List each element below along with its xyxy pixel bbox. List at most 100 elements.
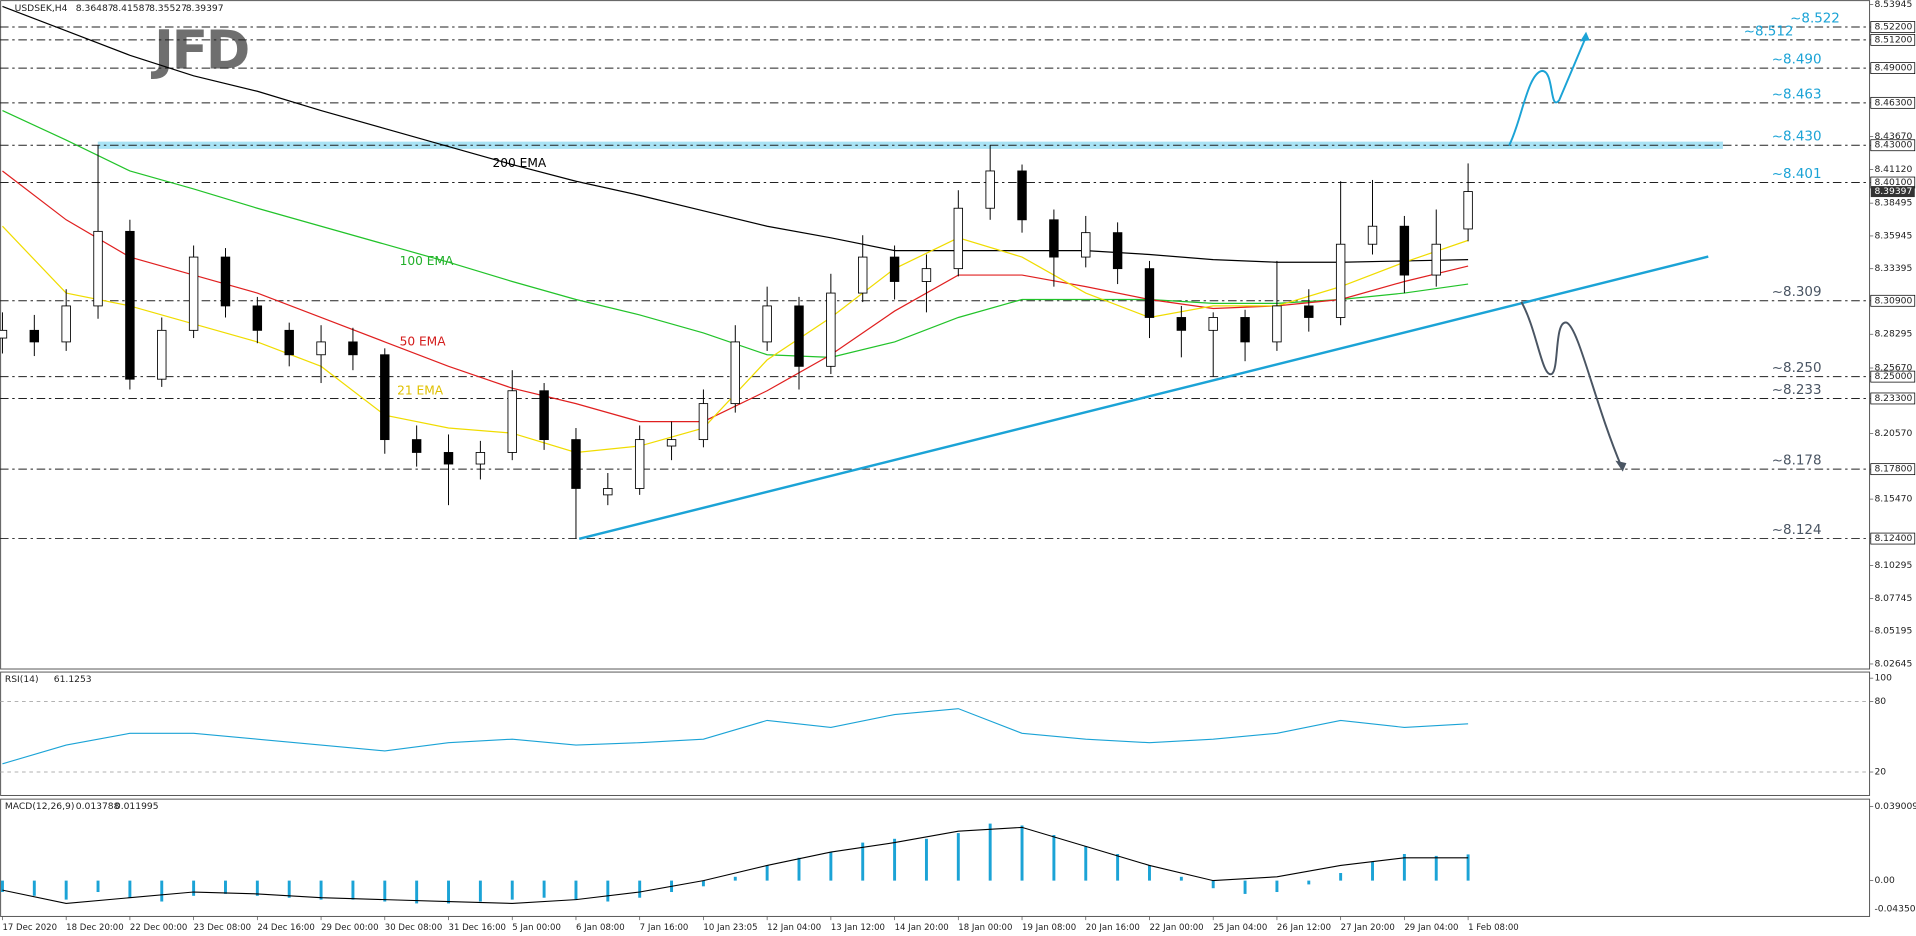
candle-body <box>603 488 613 496</box>
y-tick-label: 100 <box>1874 673 1892 684</box>
macd-bar <box>64 880 68 900</box>
macd-bar <box>192 880 196 896</box>
macd-bar <box>96 880 100 893</box>
y-tick-label: 8.33395 <box>1874 263 1912 274</box>
arrow-head <box>1579 31 1590 42</box>
x-tick-label: 31 Dec 16:00 <box>449 923 506 933</box>
y-tick-label: 0.039009 <box>1874 801 1916 812</box>
macd-value: 0.013788 <box>76 801 120 812</box>
candle-body <box>157 329 167 380</box>
x-tick-label: 5 Jan 00:00 <box>512 923 561 933</box>
candle-body <box>61 305 71 343</box>
macd-bar <box>638 880 642 898</box>
macd-bar <box>1243 880 1247 894</box>
candle-body <box>666 439 677 447</box>
signal-line <box>2 826 1469 904</box>
candle-body <box>125 230 135 380</box>
signal-value: 0.011995 <box>115 801 159 812</box>
candle-body <box>1081 232 1091 258</box>
candle-body <box>826 292 836 367</box>
candle-body <box>93 230 103 307</box>
y-tick-label: 20 <box>1874 767 1886 778</box>
x-tick-label: 29 Dec 00:00 <box>321 923 378 933</box>
candle-body <box>188 256 199 331</box>
y-tick-label: 8.02645 <box>1874 658 1912 669</box>
x-tick-label: 26 Jan 12:00 <box>1277 923 1331 933</box>
macd-bar <box>956 833 960 881</box>
macd-bar <box>924 838 928 881</box>
y-tick-label: 8.41120 <box>1874 164 1912 175</box>
y-tick-label: 8.51200 <box>1874 34 1912 45</box>
y-tick-label: 80 <box>1874 696 1886 707</box>
candle-body <box>443 452 454 465</box>
candle-body <box>698 403 709 441</box>
candle-body <box>794 305 804 367</box>
x-tick-label: 18 Jan 00:00 <box>958 923 1012 933</box>
y-tick-label: 8.49000 <box>1874 63 1912 74</box>
close: 8.39397 <box>186 3 224 14</box>
bearish-arrow <box>1520 301 1623 468</box>
y-tick-label: 8.43000 <box>1874 140 1912 151</box>
x-tick-label: 12 Jan 04:00 <box>767 923 821 933</box>
rsi-value: 61.1253 <box>54 674 92 685</box>
candle-body <box>1304 305 1314 318</box>
candle-body <box>0 329 8 339</box>
level-tick-box <box>1870 33 1916 46</box>
x-tick-label: 13 Jan 12:00 <box>831 923 885 933</box>
candle-body <box>1367 225 1378 245</box>
symbol: USDSEK,H4 <box>15 3 68 14</box>
level-label: ~8.124 <box>1772 523 1822 538</box>
x-tick-label: 7 Jan 16:00 <box>640 923 689 933</box>
x-tick-label: 19 Jan 08:00 <box>1022 923 1076 933</box>
candle-body <box>380 354 390 441</box>
level-label: ~8.430 <box>1772 130 1822 145</box>
candle-body <box>1240 317 1250 343</box>
candle-body <box>1399 225 1410 276</box>
x-tick-label: 6 Jan 08:00 <box>576 923 625 933</box>
candle-body <box>921 268 932 282</box>
candle-body <box>985 170 995 209</box>
candle-body <box>953 207 964 270</box>
macd-bar <box>574 880 578 900</box>
x-tick-label: 24 Dec 16:00 <box>257 923 314 933</box>
macd-bar <box>32 880 36 896</box>
candle-body <box>889 256 900 282</box>
macd-bar <box>733 876 737 881</box>
y-tick-label: 8.10295 <box>1874 560 1912 571</box>
rsi-line <box>2 708 1469 765</box>
x-tick-label: 17 Dec 2020 <box>2 923 57 933</box>
candle-body <box>762 305 772 343</box>
candle-body <box>730 341 740 405</box>
candle-body <box>29 329 40 343</box>
macd-bar <box>1116 854 1120 881</box>
macd-bar <box>988 823 992 881</box>
level-tick-box <box>1870 139 1916 152</box>
level-label: ~8.463 <box>1772 87 1822 102</box>
level-tick-box <box>1870 294 1916 307</box>
candle-body <box>411 439 422 453</box>
candle-body <box>1176 317 1187 331</box>
level-label: ~8.490 <box>1772 53 1822 68</box>
bullish-arrow <box>1508 36 1587 146</box>
macd-bar <box>1275 880 1279 893</box>
header: USDSEK,H4 8.36487 8.41587 8.35527 8.3939… <box>5 3 1916 915</box>
rsi-panel <box>0 671 1871 796</box>
level-tick-box <box>1870 21 1916 33</box>
macd-title: MACD(12,26,9) <box>5 801 75 812</box>
macd-bar <box>1371 861 1374 881</box>
ema-label: 50 EMA <box>400 335 447 349</box>
macd-panel <box>0 798 1871 917</box>
level-tick-box <box>1870 392 1916 405</box>
candle-body <box>316 341 326 356</box>
candle-body <box>348 341 358 356</box>
macd-bar <box>319 880 323 900</box>
candle-body <box>252 305 263 331</box>
y-tick-label: 8.07745 <box>1874 593 1912 604</box>
candle-body <box>1112 232 1123 270</box>
level-label: ~8.178 <box>1772 454 1822 469</box>
candle-body <box>1463 191 1473 230</box>
x-tick-label: 14 Jan 20:00 <box>895 923 949 933</box>
high: 8.41587 <box>112 3 150 14</box>
macd-bar <box>510 880 514 900</box>
